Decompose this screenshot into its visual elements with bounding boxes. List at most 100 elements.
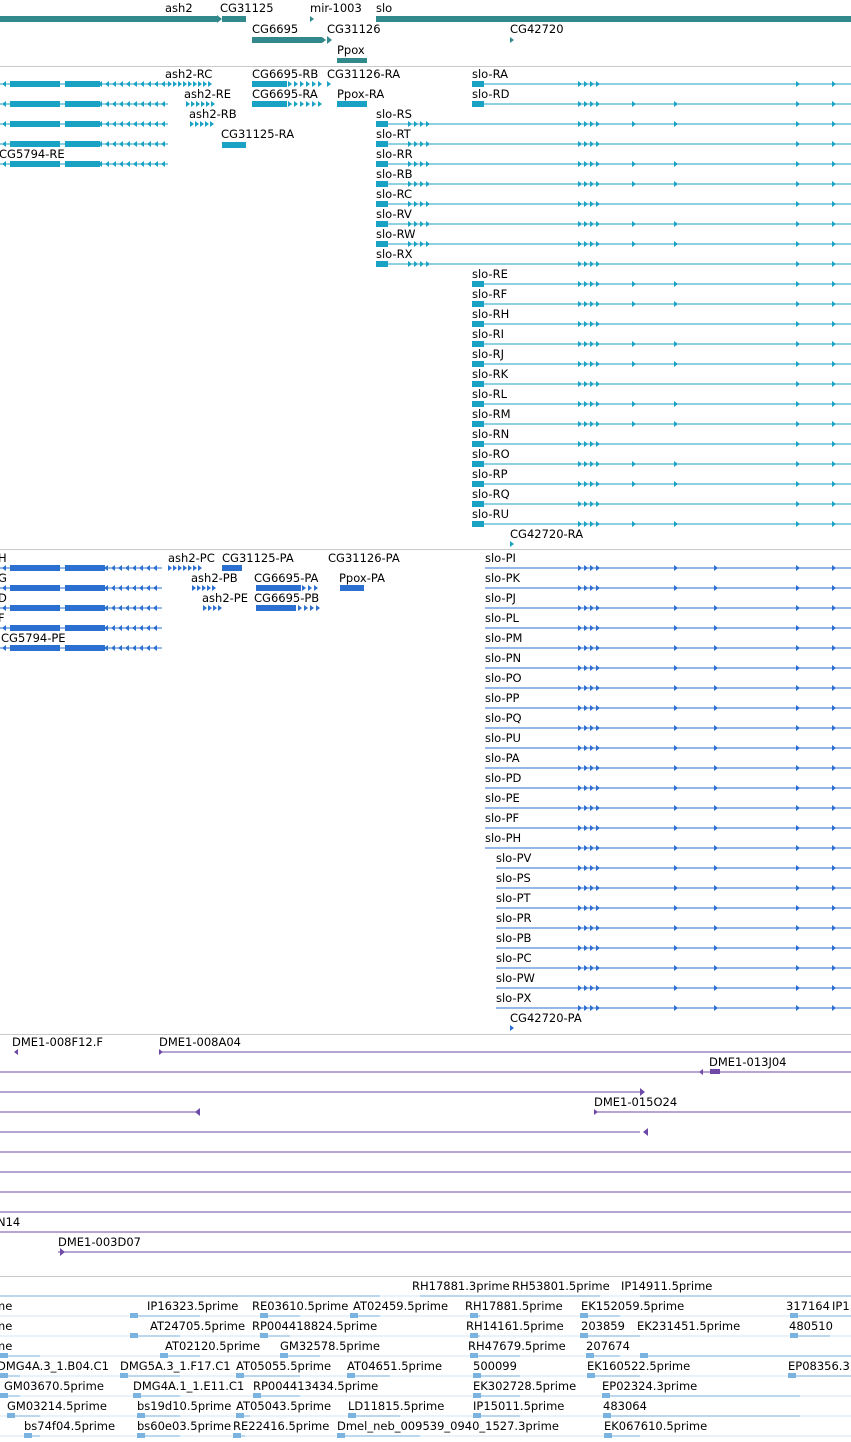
- transcript-label[interactable]: ash2-RC: [165, 67, 213, 81]
- gene-label[interactable]: ash2: [165, 1, 193, 15]
- transcript-label[interactable]: ash2-RE: [184, 87, 232, 101]
- transcript-label[interactable]: Ppox-RA: [337, 87, 385, 101]
- est-label[interactable]: RP004418824.5prime: [252, 1319, 378, 1333]
- est-label[interactable]: me: [0, 1339, 13, 1353]
- gene-label[interactable]: mir-1003: [310, 1, 362, 15]
- est-label[interactable]: IP15011.5prime: [473, 1399, 565, 1413]
- est-label[interactable]: RE22416.5prime: [233, 1419, 330, 1433]
- protein-label[interactable]: slo-PJ: [485, 591, 516, 605]
- est-label[interactable]: 207674: [586, 1339, 630, 1353]
- transcript-label[interactable]: slo-RJ: [472, 347, 504, 361]
- transcript-label[interactable]: CG6695-RB: [252, 67, 319, 81]
- est-label[interactable]: EP02324.3prime: [602, 1379, 698, 1393]
- transcript-label[interactable]: slo-RB: [376, 167, 413, 181]
- protein-label[interactable]: G: [0, 571, 7, 585]
- est-label[interactable]: bs19d10.5prime: [137, 1399, 232, 1413]
- est-label[interactable]: IP14911.5prime: [621, 1279, 713, 1293]
- gene-label[interactable]: CG42720: [510, 22, 564, 36]
- est-label[interactable]: GM03670.5prime: [4, 1379, 104, 1393]
- gene-label[interactable]: CG6695: [252, 22, 299, 36]
- est-label[interactable]: RH47679.5prime: [468, 1339, 566, 1353]
- est-label[interactable]: EK160522.5prime: [587, 1359, 691, 1373]
- est-label[interactable]: bs60e03.5prime: [137, 1419, 232, 1433]
- transcript-label[interactable]: slo-RN: [472, 427, 510, 441]
- est-label[interactable]: AT04651.5prime: [347, 1359, 443, 1373]
- transcript-label[interactable]: slo-RI: [472, 327, 504, 341]
- protein-label[interactable]: CG31125-PA: [222, 551, 294, 565]
- est-label[interactable]: EK067610.5prime: [604, 1419, 708, 1433]
- est-label[interactable]: RH17881.3prime: [412, 1279, 510, 1293]
- protein-label[interactable]: slo-PV: [496, 851, 532, 865]
- est-label[interactable]: EK231451.5prime: [637, 1319, 741, 1333]
- transcript-label[interactable]: slo-RH: [472, 307, 510, 321]
- protein-label[interactable]: slo-PM: [485, 631, 523, 645]
- est-label[interactable]: DMG4A.1_1.E11.C1: [133, 1379, 245, 1393]
- est-label[interactable]: 500099: [473, 1359, 517, 1373]
- protein-label[interactable]: Ppox-PA: [339, 571, 385, 585]
- est-label[interactable]: EP08356.3: [788, 1359, 850, 1373]
- transcript-label[interactable]: slo-RO: [472, 447, 510, 461]
- protein-label[interactable]: CG42720-PA: [510, 1011, 582, 1025]
- protein-label[interactable]: slo-PK: [485, 571, 521, 585]
- protein-label[interactable]: slo-PL: [485, 611, 519, 625]
- est-label[interactable]: DMG5A.3_1.F17.C1: [120, 1359, 231, 1373]
- protein-label[interactable]: slo-PE: [485, 791, 520, 805]
- est-label[interactable]: 480510: [789, 1319, 833, 1333]
- clone-label[interactable]: DME1-003D07: [58, 1235, 141, 1249]
- est-label[interactable]: bs74f04.5prime: [24, 1419, 116, 1433]
- protein-label[interactable]: CG6695-PA: [254, 571, 319, 585]
- est-label[interactable]: RP004413434.5prime: [253, 1379, 379, 1393]
- transcript-label[interactable]: slo-RQ: [472, 487, 510, 501]
- clone-label[interactable]: N14: [0, 1215, 21, 1229]
- protein-label[interactable]: F: [0, 611, 5, 625]
- transcript-label[interactable]: slo-RX: [376, 247, 413, 261]
- transcript-label[interactable]: slo-RA: [472, 67, 508, 81]
- protein-label[interactable]: H: [0, 551, 7, 565]
- est-label[interactable]: AT24705.5prime: [150, 1319, 246, 1333]
- est-label[interactable]: me: [0, 1319, 13, 1333]
- transcript-label[interactable]: slo-RV: [376, 207, 412, 221]
- protein-label[interactable]: slo-PT: [496, 891, 531, 905]
- transcript-label[interactable]: slo-RU: [472, 507, 509, 521]
- protein-label[interactable]: slo-PX: [496, 991, 532, 1005]
- clone-label[interactable]: DME1-013J04: [709, 1055, 787, 1069]
- protein-label[interactable]: slo-PI: [485, 551, 516, 565]
- protein-label[interactable]: CG31126-PA: [328, 551, 400, 565]
- protein-label[interactable]: CG6695-PB: [254, 591, 320, 605]
- transcript-label[interactable]: slo-RT: [376, 127, 411, 141]
- est-label[interactable]: IP1: [832, 1299, 850, 1313]
- transcript-label[interactable]: CG5794-RE: [0, 147, 65, 161]
- gene-label[interactable]: slo: [376, 1, 393, 15]
- est-label[interactable]: RH17881.5prime: [465, 1299, 563, 1313]
- est-label[interactable]: me: [0, 1299, 13, 1313]
- transcript-label[interactable]: slo-RM: [472, 407, 511, 421]
- transcript-label[interactable]: slo-RE: [472, 267, 508, 281]
- protein-label[interactable]: slo-PR: [496, 911, 532, 925]
- protein-label[interactable]: slo-PQ: [485, 711, 522, 725]
- transcript-label[interactable]: slo-RD: [472, 87, 510, 101]
- est-label[interactable]: 317164: [786, 1299, 830, 1313]
- gene-label[interactable]: CG31125: [220, 1, 274, 15]
- est-label[interactable]: EK152059.5prime: [581, 1299, 685, 1313]
- est-label[interactable]: Dmel_neb_009539_0940_1527.3prime: [337, 1419, 559, 1433]
- est-label[interactable]: AT02459.5prime: [353, 1299, 449, 1313]
- protein-label[interactable]: slo-PN: [485, 651, 522, 665]
- est-label[interactable]: AT05043.5prime: [236, 1399, 332, 1413]
- transcript-label[interactable]: slo-RC: [376, 187, 413, 201]
- est-label[interactable]: AT05055.5prime: [236, 1359, 332, 1373]
- est-label[interactable]: RE03610.5prime: [252, 1299, 349, 1313]
- transcript-label[interactable]: CG31126-RA: [327, 67, 401, 81]
- protein-label[interactable]: CG5794-PE: [1, 631, 66, 645]
- est-label[interactable]: IP16323.5prime: [147, 1299, 239, 1313]
- est-label[interactable]: 483064: [603, 1399, 647, 1413]
- transcript-label[interactable]: ash2-RB: [189, 107, 237, 121]
- transcript-label[interactable]: slo-RR: [376, 147, 413, 161]
- est-label[interactable]: GM32578.5prime: [280, 1339, 380, 1353]
- protein-label[interactable]: slo-PD: [485, 771, 522, 785]
- protein-label[interactable]: slo-PW: [496, 971, 535, 985]
- protein-label[interactable]: slo-PA: [485, 751, 520, 765]
- transcript-label[interactable]: slo-RS: [376, 107, 412, 121]
- transcript-label[interactable]: CG31125-RA: [221, 127, 295, 141]
- protein-label[interactable]: ash2-PB: [191, 571, 238, 585]
- transcript-label[interactable]: CG6695-RA: [252, 87, 318, 101]
